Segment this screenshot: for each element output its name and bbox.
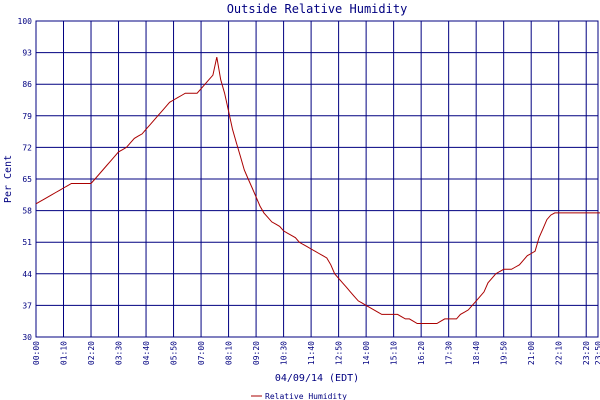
x-tick-label: 19:50 [500,341,509,365]
x-tick-label: 23:20 [582,341,591,365]
x-tick-label: 21:00 [527,341,536,365]
y-tick-label: 72 [22,143,32,152]
y-tick-label: 30 [22,333,32,342]
x-tick-label: 03:30 [115,341,124,365]
y-tick-label: 93 [22,49,32,58]
x-tick-label: 23:50 [594,341,600,365]
y-tick-label: 65 [22,175,32,184]
legend-label-relative-humidity: Relative Humidity [265,392,347,400]
x-tick-label: 17:30 [445,341,454,365]
y-tick-label: 58 [22,207,32,216]
x-tick-label: 11:40 [307,341,316,365]
x-tick-labels: 00:00 01:10 02:20 03:30 04:40 05:50 07:00 08:10… [32,341,600,365]
x-tick-label: 22:10 [555,341,564,365]
y-tick-label: 44 [22,270,32,279]
x-tick-label: 09:20 [252,341,261,365]
legend: Relative Humidity [251,392,347,400]
grid-lines [35,20,599,338]
x-tick-label: 08:10 [225,341,234,365]
x-tick-label: 00:00 [32,341,41,365]
x-tick-label: 04:40 [142,341,151,365]
x-tick-label: 05:50 [170,341,179,365]
y-tick-label: 100 [18,17,33,26]
x-tick-label: 01:10 [60,341,69,365]
y-tick-label: 79 [22,112,32,121]
x-tick-label: 07:00 [197,341,206,365]
x-tick-label: 10:30 [280,341,289,365]
x-axis-label: 04/09/14 (EDT) [275,373,359,384]
chart-title: Outside Relative Humidity [227,2,408,16]
x-tick-label: 15:10 [390,341,399,365]
x-tick-label: 02:20 [87,341,96,365]
x-tick-label: 14:00 [362,341,371,365]
series-line-relative-humidity [35,56,600,324]
x-tick-label: 16:20 [417,341,426,365]
y-tick-label: 86 [22,80,32,89]
y-tick-labels: 30 37 44 51 58 65 72 79 86 93 100 [18,17,33,342]
x-tick-label: 18:40 [472,341,481,365]
y-tick-label: 51 [22,238,32,247]
y-tick-label: 37 [22,301,32,310]
x-tick-label: 12:50 [335,341,344,365]
y-axis-label: Per Cent [3,155,14,203]
series-layer [35,56,600,324]
